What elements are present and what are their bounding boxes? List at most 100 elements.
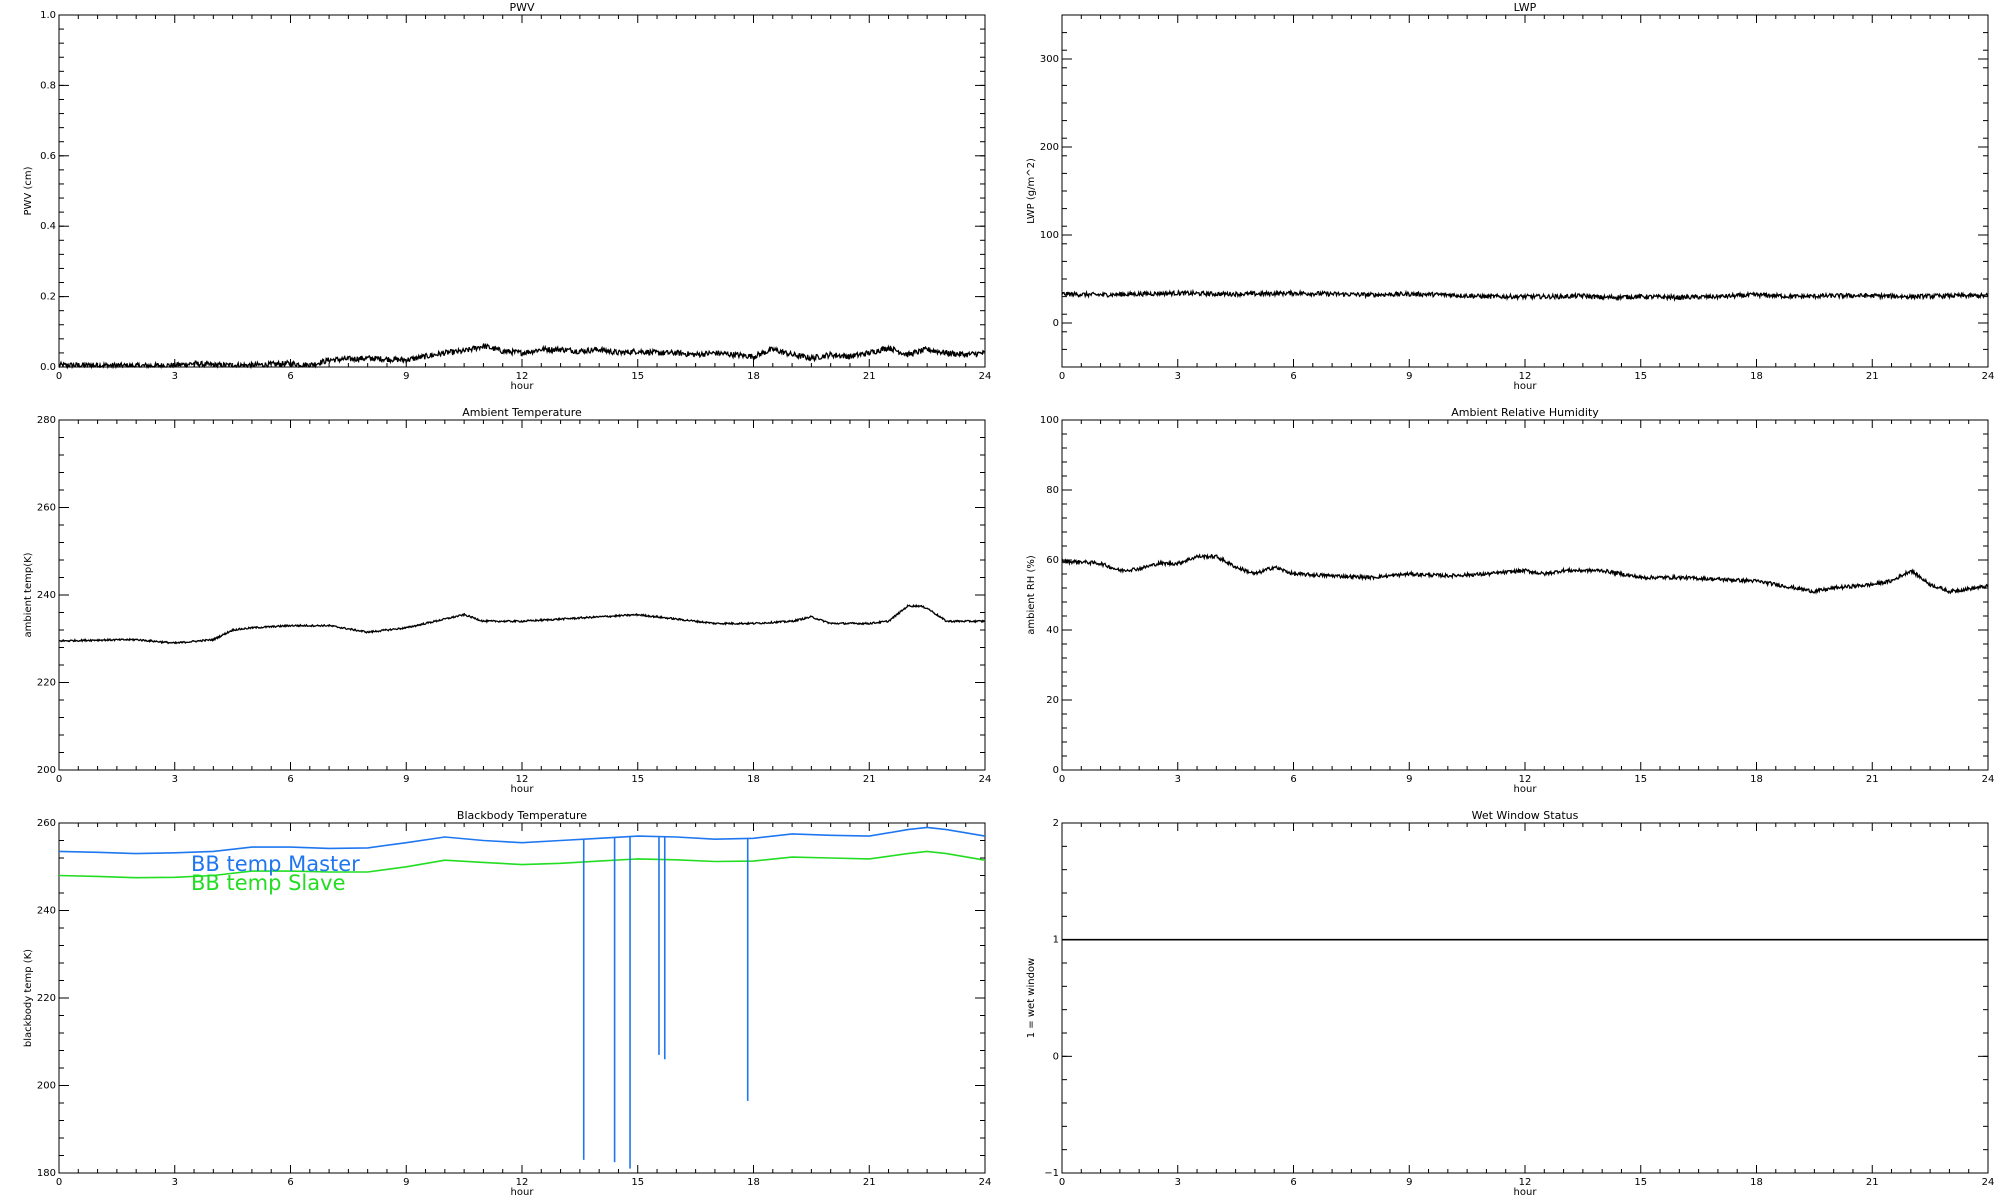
x-tick-label: 18: [747, 371, 760, 382]
plot-frame: [1061, 14, 1989, 368]
x-tick-label: 21: [863, 774, 876, 785]
chart-ambient-rh: Ambient Relative Humidity ambient RH (%) h…: [1026, 406, 1994, 795]
y-tick-label: 200: [37, 1081, 56, 1092]
x-tick-label: 18: [1750, 774, 1763, 785]
plot-frame: [58, 419, 986, 771]
x-tick-label: 12: [516, 1177, 529, 1188]
x-tick-label: 6: [1290, 774, 1296, 785]
x-tick-label: 15: [631, 774, 644, 785]
x-tick-label: 15: [631, 371, 644, 382]
y-tick-label: 100: [1040, 230, 1059, 241]
y-tick-label: 0.8: [40, 80, 56, 91]
y-tick-label: −1: [1044, 1168, 1059, 1179]
y-tick-label: 0: [1053, 318, 1059, 329]
x-tick-label: 0: [1059, 1177, 1065, 1188]
x-tick-label: 21: [1866, 371, 1879, 382]
y-tick-label: 220: [37, 993, 56, 1004]
x-tick-label: 24: [979, 774, 992, 785]
x-tick-label: 15: [631, 1177, 644, 1188]
x-tick-label: 3: [1175, 774, 1181, 785]
x-tick-label: 18: [747, 1177, 760, 1188]
y-tick-label: 180: [37, 1168, 56, 1179]
y-tick-label: 280: [37, 415, 56, 426]
series-line-0: [58, 343, 986, 370]
y-tick-label: 260: [37, 503, 56, 514]
x-tick-label: 9: [403, 1177, 409, 1188]
y-tick-label: 1.0: [40, 10, 56, 21]
x-tick-label: 21: [863, 1177, 876, 1188]
x-tick-label: 3: [172, 371, 178, 382]
legend-entry: BB temp Slave: [191, 871, 346, 895]
x-tick-label: 18: [1750, 371, 1763, 382]
x-tick-label: 24: [1982, 1177, 1995, 1188]
x-tick-label: 9: [1406, 1177, 1412, 1188]
x-tick-label: 18: [747, 774, 760, 785]
x-tick-label: 3: [1175, 1177, 1181, 1188]
x-tick-label: 24: [979, 371, 992, 382]
x-tick-label: 12: [516, 371, 529, 382]
y-axis-label: LWP (g/m^2): [1026, 158, 1037, 224]
chart-ambient-temp: Ambient Temperature ambient temp(K) hour 0 3…: [23, 406, 991, 795]
chart-pwv: PWV PWV (cm) hour 0 3 6 9 12 15 18 21 24 0.0 0.2 0.4 0.…: [23, 1, 991, 392]
chart-title: Wet Window Status: [1472, 809, 1579, 822]
x-tick-label: 24: [1982, 774, 1995, 785]
chart-wet-window: Wet Window Status 1 = wet window hour 0 3 6 9 1…: [1026, 809, 1994, 1198]
x-tick-label: 6: [287, 1177, 293, 1188]
x-tick-label: 3: [1175, 371, 1181, 382]
y-tick-label: 0.4: [40, 221, 56, 232]
plot-frame: [58, 14, 986, 368]
x-tick-label: 12: [516, 774, 529, 785]
y-tick-label: 220: [37, 678, 56, 689]
y-axis-label: ambient RH (%): [1026, 555, 1037, 635]
x-tick-label: 18: [1750, 1177, 1763, 1188]
x-tick-label: 24: [979, 1177, 992, 1188]
y-tick-label: 300: [1040, 54, 1059, 65]
x-tick-label: 24: [1982, 371, 1995, 382]
chart-title: Ambient Temperature: [462, 406, 582, 419]
x-tick-label: 0: [56, 774, 62, 785]
legend-entry: BB temp Master: [191, 852, 360, 876]
x-tick-label: 12: [1519, 371, 1532, 382]
x-tick-label: 0: [56, 1177, 62, 1188]
y-tick-label: 60: [1046, 555, 1059, 566]
chart-blackbody-temp: Blackbody Temperature blackbody temp (K) h…: [23, 809, 991, 1198]
x-tick-label: 6: [287, 774, 293, 785]
x-tick-label: 21: [1866, 1177, 1879, 1188]
x-axis-label: hour: [511, 381, 535, 392]
chart-title: LWP: [1514, 1, 1537, 14]
y-tick-label: 240: [37, 590, 56, 601]
chart-title: Ambient Relative Humidity: [1451, 406, 1599, 419]
series-line-0: [58, 603, 986, 645]
y-axis-label: 1 = wet window: [1026, 958, 1037, 1038]
series-line-1: [58, 850, 986, 879]
x-tick-label: 21: [1866, 774, 1879, 785]
y-axis-label: blackbody temp (K): [23, 949, 34, 1047]
y-tick-label: 0.2: [40, 292, 56, 303]
y-tick-label: 80: [1046, 485, 1059, 496]
x-tick-label: 15: [1634, 1177, 1647, 1188]
y-tick-label: 40: [1046, 625, 1059, 636]
x-axis-label: hour: [1514, 1187, 1538, 1198]
x-tick-label: 9: [403, 774, 409, 785]
x-axis-label: hour: [1514, 784, 1538, 795]
x-tick-label: 9: [1406, 774, 1412, 785]
x-tick-label: 15: [1634, 774, 1647, 785]
x-tick-label: 12: [1519, 774, 1532, 785]
y-tick-label: 0: [1053, 1051, 1059, 1062]
y-axis-label: ambient temp(K): [23, 552, 34, 637]
x-tick-label: 6: [1290, 371, 1296, 382]
chart-title: PWV: [509, 1, 535, 14]
y-tick-label: 100: [1040, 415, 1059, 426]
chart-lwp: LWP LWP (g/m^2) hour 0 3 6 9 12 15 18 21 24 0 100 200 3…: [1026, 1, 1994, 392]
y-tick-label: 200: [1040, 142, 1059, 153]
x-tick-label: 6: [287, 371, 293, 382]
x-tick-label: 0: [1059, 371, 1065, 382]
chart-title: Blackbody Temperature: [457, 809, 587, 822]
plot-frame: [1061, 419, 1989, 771]
y-tick-label: 200: [37, 765, 56, 776]
y-tick-label: 0.6: [40, 151, 56, 162]
series-line-0: [1061, 288, 1989, 302]
x-tick-label: 0: [56, 371, 62, 382]
x-tick-label: 3: [172, 774, 178, 785]
